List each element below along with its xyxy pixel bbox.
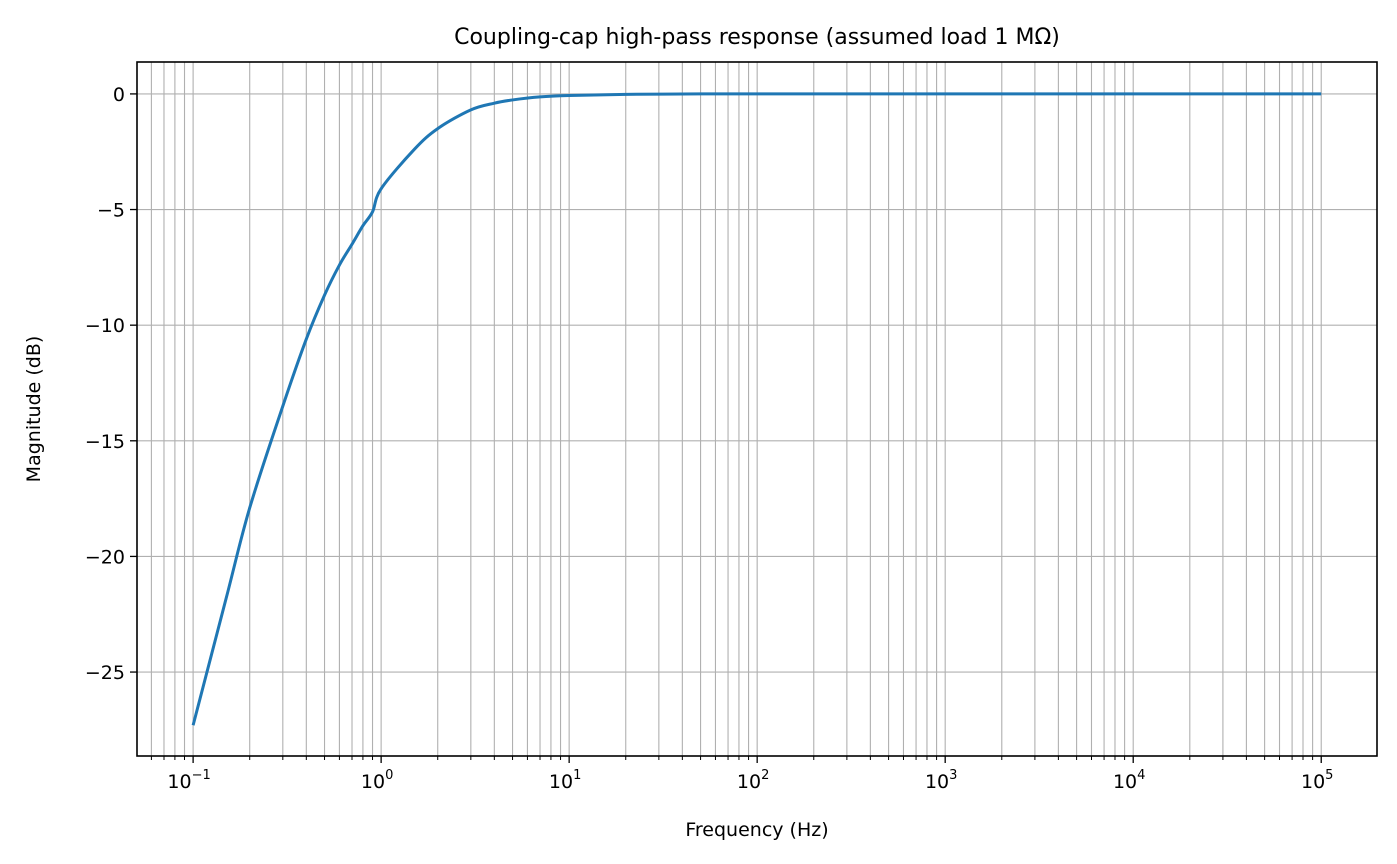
x-tick-label: 10−1 xyxy=(167,768,210,793)
x-tick-label: 103 xyxy=(925,768,957,793)
x-axis-label: Frequency (Hz) xyxy=(685,819,828,841)
x-tick-label: 105 xyxy=(1301,768,1333,793)
y-axis-ticks: 0 −5 −10 −15 −20 −25 xyxy=(85,84,137,684)
y-tick-label: 0 xyxy=(113,84,125,106)
x-tick-label: 102 xyxy=(737,768,769,793)
y-tick-label: −15 xyxy=(85,431,125,453)
y-tick-label: −25 xyxy=(85,662,125,684)
y-tick-label: −5 xyxy=(97,200,125,222)
grid-lines xyxy=(137,62,1377,756)
chart-title: Coupling-cap high-pass response (assumed… xyxy=(454,25,1060,50)
x-axis-ticks: 10−1 100 101 102 103 104 105 xyxy=(150,756,1333,793)
y-axis-label: Magnitude (dB) xyxy=(23,336,45,483)
y-tick-label: −20 xyxy=(85,546,125,568)
x-tick-label: 100 xyxy=(361,768,393,793)
y-tick-label: −10 xyxy=(85,315,125,337)
data-series-magnitude xyxy=(191,92,1322,726)
x-tick-label: 101 xyxy=(549,768,581,793)
x-tick-label: 104 xyxy=(1113,768,1145,793)
